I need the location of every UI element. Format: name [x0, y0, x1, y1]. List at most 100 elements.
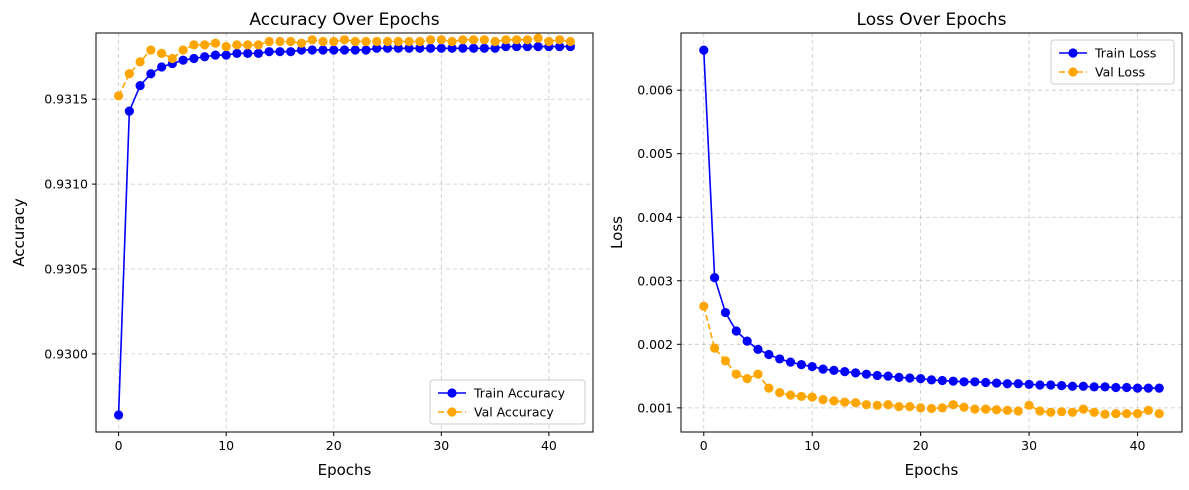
accuracy-series-1-point-25: [382, 36, 393, 47]
accuracy-series-1-point-10: [221, 41, 231, 52]
loss-series-1-point-35: [1078, 404, 1088, 414]
accuracy-series-1: [113, 33, 576, 101]
accuracy-x-tick-label-4: 40: [541, 438, 557, 453]
loss-y-axis-label: Loss: [608, 216, 626, 249]
accuracy-series-1-point-3: [146, 45, 156, 55]
accuracy-series-0-point-30: [436, 43, 446, 53]
accuracy-series-1-point-8: [200, 40, 210, 50]
accuracy-series-1-point-39: [533, 33, 543, 43]
accuracy-y-tick-label-1: 0.9305: [44, 262, 88, 277]
accuracy-series-0-point-20: [329, 45, 339, 55]
loss-series-0-point-15: [861, 369, 872, 379]
loss-legend-label-1: Val Loss: [1095, 65, 1145, 80]
accuracy-series-1-point-26: [393, 36, 403, 47]
loss-y-tick-label-2: 0.003: [637, 273, 673, 288]
accuracy-series-1-point-38: [522, 35, 532, 45]
loss-series-1-point-24: [959, 402, 969, 412]
accuracy-series-0-point-29: [425, 43, 436, 53]
loss-series-0-point-14: [850, 368, 861, 378]
loss-legend-box: [1050, 39, 1175, 85]
loss-series-0-point-12: [829, 365, 839, 375]
loss-series-1-point-41: [1143, 405, 1153, 415]
accuracy-series-0-point-37: [512, 41, 522, 52]
accuracy-series-0-point-14: [264, 47, 274, 57]
accuracy-series-0-point-35: [490, 43, 500, 53]
loss-series-1-point-13: [840, 397, 850, 407]
loss-series-1-point-28: [1002, 405, 1013, 415]
loss-series-1-point-40: [1132, 408, 1143, 419]
loss-series-1-point-12: [829, 396, 839, 406]
loss-series-0-point-16: [872, 370, 882, 381]
loss-series-1-point-7: [775, 388, 785, 398]
loss-x-tick-label-4: 40: [1130, 438, 1146, 453]
accuracy-series-1-point-13: [253, 40, 264, 50]
accuracy-series-1-point-15: [275, 36, 285, 47]
loss-series-0-point-17: [883, 371, 893, 381]
loss-x-tick-label-3: 30: [1021, 438, 1037, 453]
loss-series-1-point-29: [1013, 406, 1023, 416]
accuracy-series-1-point-2: [135, 57, 145, 67]
loss-chart-title: Loss Over Epochs: [857, 10, 1007, 30]
loss-series-1-point-15: [861, 400, 872, 410]
loss-series-0-point-25: [970, 377, 980, 387]
loss-series-1-point-10: [807, 392, 817, 402]
loss-series-1-point-18: [894, 401, 904, 412]
accuracy-series-0-point-3: [146, 69, 156, 79]
loss-series-0-line: [702, 50, 1160, 389]
accuracy-series-0-point-19: [318, 45, 328, 55]
accuracy-series-1-point-16: [286, 36, 296, 47]
loss-series-1-point-8: [785, 390, 796, 400]
accuracy-chart: 0 10 20 30 40 0.9300 0.9305 0.9310 0.9315 Accurac…: [10, 10, 594, 479]
accuracy-series-1-point-33: [468, 35, 479, 45]
loss-series-1-point-20: [916, 403, 926, 413]
loss-series-0-point-20: [916, 374, 926, 384]
loss-series-1-point-25: [970, 404, 980, 414]
loss-series-1-point-1: [710, 343, 720, 353]
accuracy-x-tick-label-2: 20: [326, 438, 342, 453]
loss-series-0-point-24: [959, 377, 969, 387]
accuracy-series-1-point-42: [565, 36, 576, 47]
accuracy-chart-title: Accuracy Over Epochs: [249, 10, 439, 30]
accuracy-series-1-point-27: [404, 36, 414, 47]
accuracy-series-0-point-4: [157, 62, 167, 72]
loss-series-1-point-38: [1111, 408, 1121, 419]
accuracy-series-0: [113, 41, 576, 420]
loss-series-0-point-39: [1122, 382, 1132, 393]
accuracy-series-1-point-36: [501, 35, 511, 45]
accuracy-y-tick-label-3: 0.9315: [44, 92, 88, 107]
accuracy-y-tick-label-0: 0.9300: [44, 346, 88, 361]
loss-series-0-point-2: [720, 307, 731, 318]
accuracy-x-tick-label-3: 30: [433, 438, 449, 453]
loss-grid: [681, 33, 1182, 432]
accuracy-series-1-point-5: [167, 53, 177, 64]
accuracy-series-0-point-0: [113, 410, 124, 420]
accuracy-series-0-point-23: [361, 45, 371, 55]
loss-series-0-point-26: [981, 377, 991, 388]
loss-series-0-point-34: [1067, 381, 1078, 391]
accuracy-legend-marker-0: [447, 388, 457, 398]
accuracy-series-1-point-28: [415, 36, 425, 47]
loss-series-0-point-10: [807, 361, 817, 372]
loss-legend-marker-0: [1068, 48, 1078, 58]
loss-y-tick-label-1: 0.002: [637, 337, 673, 352]
accuracy-series-1-point-7: [189, 40, 199, 50]
accuracy-series-1-point-29: [425, 35, 436, 45]
accuracy-x-axis-label: Epochs: [318, 461, 372, 479]
accuracy-series-0-point-26: [393, 43, 403, 53]
loss-series-1-point-16: [872, 400, 882, 410]
accuracy-series-0-point-7: [189, 53, 199, 64]
accuracy-axes-frame: [95, 32, 594, 433]
loss-legend: Train Loss Val Loss: [1050, 39, 1175, 85]
accuracy-series-0-point-21: [339, 45, 350, 55]
accuracy-series-0-point-25: [382, 43, 393, 53]
accuracy-series-1-point-21: [339, 35, 350, 45]
accuracy-legend-marker-1: [447, 407, 457, 417]
loss-series-1-point-30: [1024, 400, 1034, 410]
loss-series-1-point-19: [905, 401, 915, 412]
loss-series-0-point-7: [775, 354, 785, 364]
loss-chart: 0 10 20 30 40 0.001 0.002 0.003 0.004 0.005 0.006 L…: [608, 10, 1183, 479]
accuracy-series-1-point-6: [178, 45, 188, 55]
loss-series-0-point-3: [731, 326, 741, 336]
accuracy-series-1-point-41: [555, 35, 565, 45]
